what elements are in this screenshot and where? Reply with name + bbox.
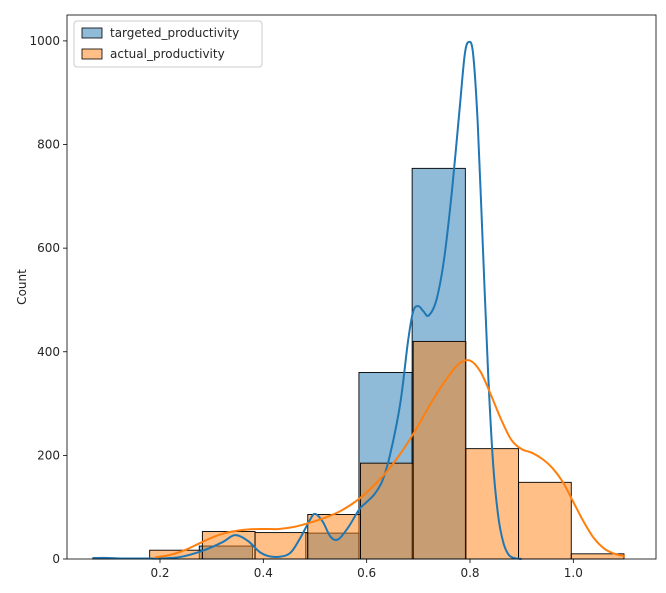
kde-line-targeted-productivity [92, 40, 522, 560]
x-tick-label: 0.8 [460, 566, 479, 580]
y-axis-title: Count [15, 269, 29, 305]
plot-frame [66, 14, 657, 560]
legend-swatch-actual-productivity [81, 48, 103, 60]
bar-actual-productivity-6 [465, 448, 520, 560]
x-tick-label: 0.4 [254, 566, 273, 580]
x-tick-label: 0.6 [357, 566, 376, 580]
bar-actual-productivity-1 [201, 531, 256, 560]
y-tick-label: 800 [37, 138, 60, 152]
y-axis: 0 200 400 600 800 1000 [29, 34, 67, 566]
bar-actual-productivity-5 [412, 340, 467, 560]
x-tick-label: 0.2 [150, 566, 169, 580]
kde-line-actual-productivity [154, 359, 626, 559]
y-tick-label: 600 [37, 241, 60, 255]
legend-label-actual-productivity: actual_productivity [110, 47, 225, 61]
y-tick-label: 1000 [29, 34, 60, 48]
x-axis: 0.2 0.4 0.6 0.8 1.0 [150, 559, 583, 580]
kde-lines [92, 40, 626, 560]
y-tick-label: 0 [52, 552, 60, 566]
bar-actual-productivity-4 [360, 462, 414, 560]
legend-swatch-targeted-productivity [81, 27, 103, 39]
legend-label-targeted-productivity: targeted_productivity [110, 26, 239, 40]
bars-actual-productivity [149, 340, 625, 560]
legend-box [73, 20, 263, 68]
legend: targeted_productivity actual_productivit… [73, 20, 263, 68]
y-tick-label: 200 [37, 448, 60, 462]
y-tick-label: 400 [37, 345, 60, 359]
x-tick-label: 1.0 [564, 566, 583, 580]
bar-actual-productivity-7 [518, 481, 572, 560]
